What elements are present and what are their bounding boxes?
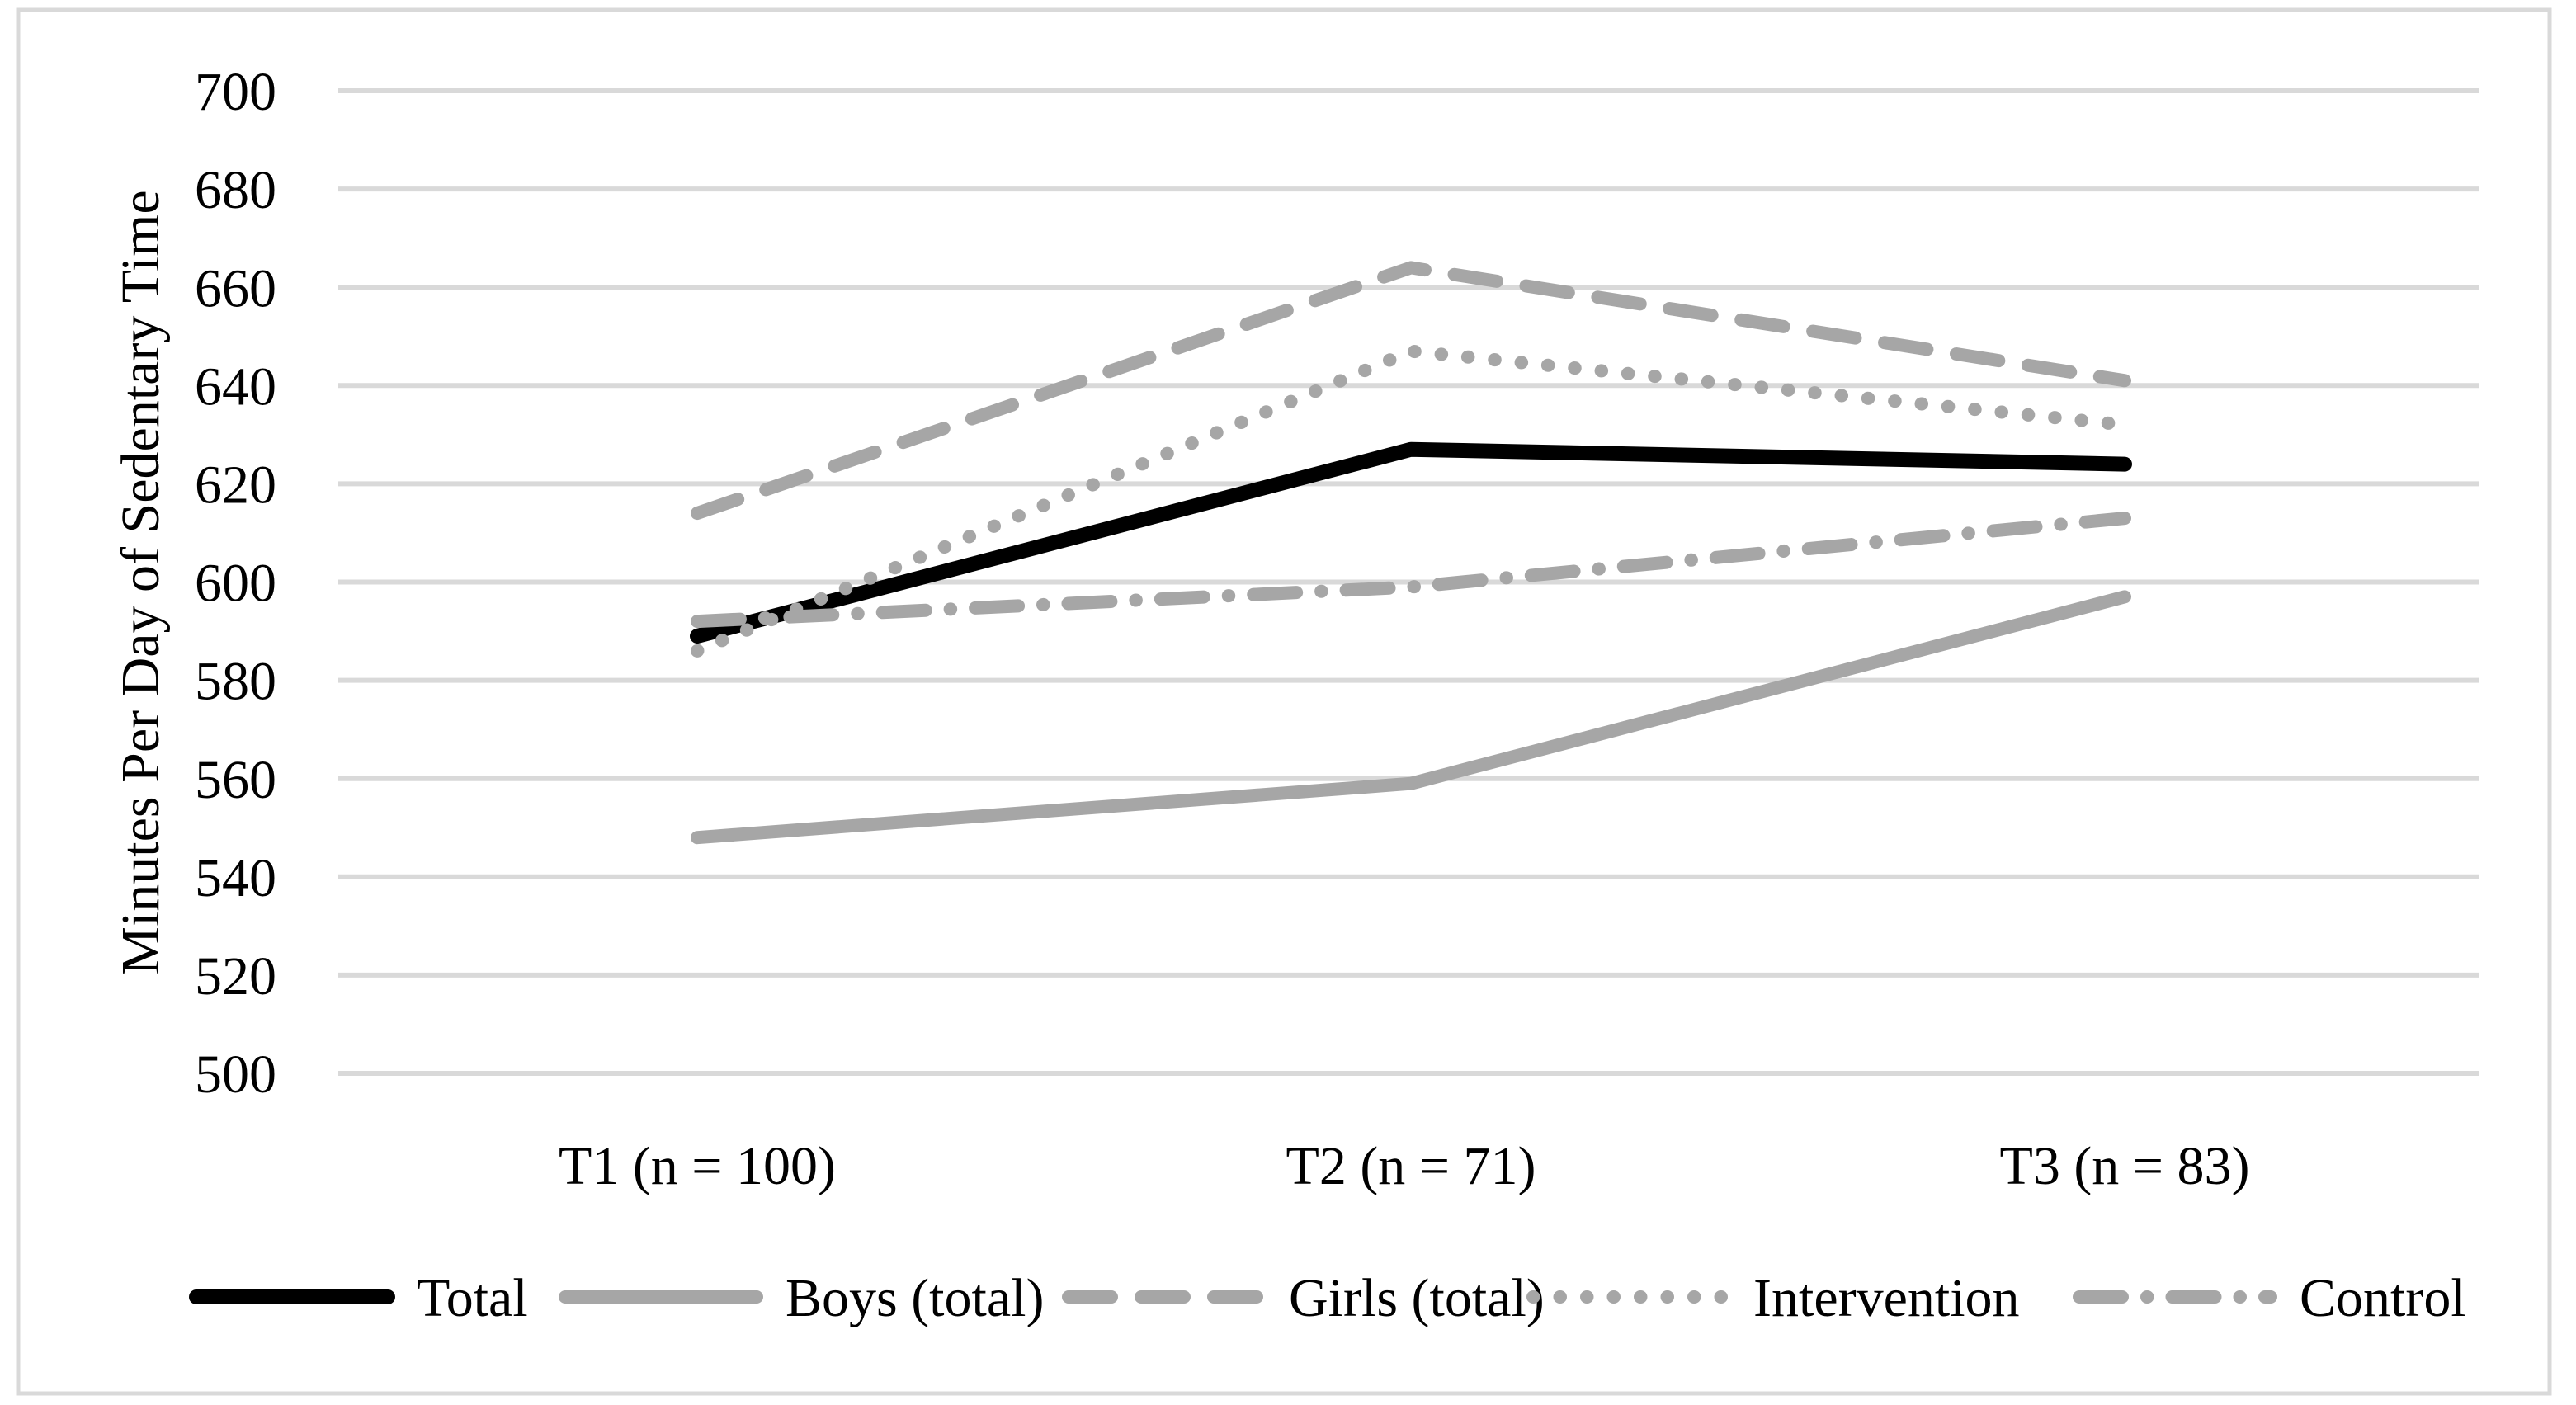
- legend-label-total: Total: [417, 1268, 528, 1328]
- x-tick-label-2: T2 (n = 71): [1286, 1136, 1536, 1196]
- y-tick-label-540: 540: [195, 848, 276, 908]
- y-tick-label-640: 640: [195, 356, 276, 417]
- y-axis-title: Minutes Per Day of Sedentary Time: [111, 190, 171, 974]
- y-axis-tick-labels: 700 680 660 640 620 600 580 560 540 520 500: [195, 62, 276, 1105]
- x-tick-label-1: T1 (n = 100): [559, 1136, 836, 1196]
- legend: Total Boys (total) Girls (total) Interventi…: [189, 1268, 2466, 1328]
- legend-label-boys-total: Boys (total): [786, 1268, 1044, 1328]
- y-tick-label-500: 500: [195, 1044, 276, 1105]
- y-tick-label-560: 560: [195, 750, 276, 810]
- legend-item-control: Control: [2073, 1268, 2466, 1328]
- series-line-boys-total: [691, 590, 2131, 845]
- series-line-intervention: [691, 344, 2131, 658]
- y-tick-label-580: 580: [195, 652, 276, 712]
- series-line-total: [690, 441, 2132, 644]
- legend-item-girls-total: Girls (total): [1062, 1268, 1545, 1328]
- legend-label-control: Control: [2300, 1268, 2466, 1328]
- y-tick-label-520: 520: [195, 946, 276, 1007]
- x-axis-tick-labels: T1 (n = 100) T2 (n = 71) T3 (n = 83): [559, 1136, 2250, 1196]
- y-tick-label-660: 660: [195, 258, 276, 318]
- y-tick-label-620: 620: [195, 455, 276, 516]
- figure-border: [16, 7, 2552, 1396]
- series-line-control: [691, 512, 2131, 629]
- gridlines: [338, 88, 2479, 1076]
- y-tick-label-600: 600: [195, 554, 276, 614]
- legend-label-intervention: Intervention: [1753, 1268, 2020, 1328]
- legend-label-girls-total: Girls (total): [1289, 1268, 1545, 1328]
- legend-item-total: Total: [189, 1268, 528, 1328]
- y-tick-label-680: 680: [195, 160, 276, 220]
- legend-item-intervention: Intervention: [1526, 1268, 2020, 1328]
- series-line-girls-total: [691, 261, 2131, 521]
- y-tick-label-700: 700: [195, 62, 276, 122]
- series-lines: [690, 261, 2132, 845]
- x-tick-label-3: T3 (n = 83): [2000, 1136, 2250, 1196]
- legend-item-boys-total: Boys (total): [559, 1268, 1044, 1328]
